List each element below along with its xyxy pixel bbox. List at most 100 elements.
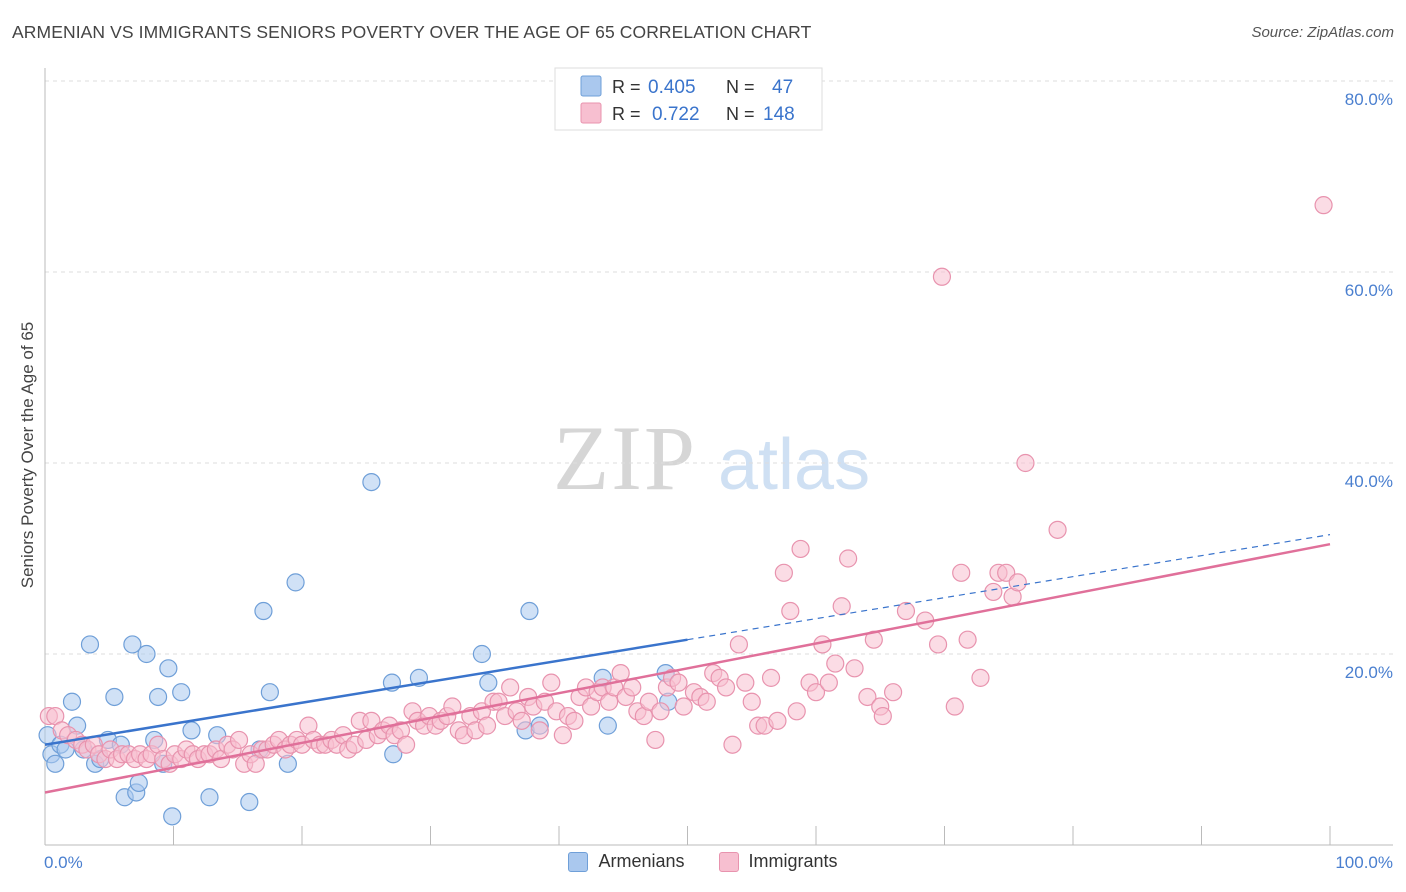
source-credit: Source: ZipAtlas.com — [1251, 24, 1394, 41]
armenians-point-24 — [172, 683, 191, 702]
armenians-point-2 — [46, 754, 65, 773]
armenians-point-31 — [260, 683, 279, 702]
armenians-point-25 — [182, 721, 201, 740]
immigrants-point-131 — [819, 673, 838, 692]
series-legend: Armenians Immigrants — [0, 851, 1406, 872]
immigrants-point-108 — [669, 673, 688, 692]
chart-title: ARMENIAN VS IMMIGRANTS SENIORS POVERTY O… — [12, 22, 812, 42]
trend-line-armenians — [44, 638, 688, 746]
armenians-point-18 — [137, 644, 156, 664]
y-tick-label-80: 80.0% — [1345, 90, 1393, 109]
immigrants-point-145 — [945, 697, 964, 716]
armenians-point-17 — [129, 773, 148, 793]
legend-label-immigrants: Immigrants — [748, 851, 838, 871]
immigrants-point-117 — [729, 635, 749, 654]
armenians-point-23 — [163, 807, 182, 826]
legend-item-immigrants[interactable]: Immigrants — [718, 851, 838, 872]
legend-n-label-immigrants: N = — [726, 104, 755, 124]
immigrants-point-122 — [761, 668, 781, 687]
armenians-point-41 — [520, 601, 539, 621]
immigrants-points — [39, 196, 1333, 773]
immigrants-point-143 — [928, 635, 948, 654]
immigrants-point-61 — [396, 735, 416, 754]
immigrants-point-105 — [651, 702, 670, 721]
legend-label-armenians: Armenians — [598, 851, 685, 871]
legend-r-label-immigrants: R = — [612, 104, 641, 124]
immigrants-point-148 — [971, 668, 990, 687]
immigrants-point-90 — [565, 711, 584, 730]
legend-r-label-armenians: R = — [612, 77, 641, 97]
armenians-point-22 — [159, 659, 178, 678]
armenians-point-30 — [254, 601, 273, 621]
legend-swatch-immigrants — [580, 102, 602, 124]
immigrants-point-146 — [952, 563, 971, 582]
x-tick-label-min: 0.0% — [44, 853, 83, 872]
immigrants-point-119 — [742, 692, 761, 711]
immigrants-point-156 — [1314, 196, 1333, 215]
trend-lines — [44, 534, 1331, 794]
trend-line-immigrants — [44, 542, 1331, 794]
immigrants-point-149 — [984, 582, 1003, 602]
immigrants-point-116 — [723, 735, 742, 754]
immigrants-point-32 — [229, 730, 249, 750]
y-tick-label-40: 40.0% — [1345, 472, 1393, 491]
immigrants-point-75 — [477, 716, 497, 735]
legend-item-armenians[interactable]: Armenians — [568, 851, 685, 872]
armenians-point-36 — [384, 745, 403, 764]
immigrants-point-144 — [932, 267, 952, 286]
x-ticks — [44, 826, 1331, 845]
immigrants-point-124 — [774, 563, 793, 582]
armenians-points — [38, 473, 678, 826]
legend-r-value-armenians: 0.405 — [648, 77, 696, 98]
immigrants-point-126 — [787, 702, 806, 721]
legend-n-value-immigrants: 148 — [763, 104, 795, 125]
y-tick-label-20: 20.0% — [1345, 663, 1393, 682]
immigrants-point-132 — [826, 654, 845, 673]
stats-legend: R = 0.405 N = 47 R = 0.722 N = 148 — [554, 67, 823, 131]
immigrants-point-79 — [501, 678, 520, 697]
immigrants-point-81 — [512, 711, 531, 730]
watermark-atlas: atlas — [718, 425, 870, 505]
immigrants-point-147 — [958, 630, 977, 649]
legend-swatch-immigrants — [718, 851, 739, 872]
armenians-point-8 — [80, 635, 100, 654]
armenians-point-33 — [286, 573, 305, 592]
immigrants-point-109 — [674, 697, 693, 716]
armenians-point-38 — [472, 644, 491, 664]
watermark-zip: ZIP — [553, 407, 697, 509]
y-tick-labels: 20.0% 40.0% 60.0% 80.0% — [1345, 90, 1393, 682]
y-tick-label-60: 60.0% — [1345, 281, 1393, 300]
immigrants-point-136 — [858, 687, 877, 707]
armenians-point-44 — [598, 716, 617, 735]
immigrants-point-125 — [781, 601, 800, 621]
immigrants-point-100 — [623, 678, 642, 697]
immigrants-point-141 — [896, 601, 916, 621]
immigrants-point-134 — [839, 549, 858, 568]
legend-swatch-armenians — [580, 75, 602, 97]
immigrants-point-155 — [1048, 520, 1067, 539]
immigrants-point-123 — [768, 711, 787, 730]
trend-line-armenians-extension — [687, 534, 1331, 641]
grid-lines — [45, 80, 1393, 655]
immigrants-point-115 — [716, 678, 736, 697]
immigrants-point-86 — [542, 673, 561, 692]
immigrants-point-154 — [1016, 453, 1035, 473]
immigrants-point-133 — [832, 597, 851, 616]
armenians-point-20 — [148, 687, 168, 707]
immigrants-point-135 — [845, 659, 864, 678]
armenians-point-39 — [479, 673, 498, 692]
legend-n-label-armenians: N = — [726, 77, 755, 97]
x-tick-label-max: 100.0% — [1335, 853, 1393, 872]
armenians-point-5 — [62, 692, 82, 711]
immigrants-point-127 — [791, 539, 810, 559]
immigrants-point-104 — [646, 730, 665, 750]
immigrants-point-140 — [883, 683, 903, 702]
armenians-point-15 — [123, 635, 142, 654]
immigrants-point-118 — [736, 673, 755, 692]
armenians-point-34 — [362, 473, 381, 492]
immigrants-point-112 — [697, 692, 716, 711]
immigrants-point-153 — [1008, 573, 1027, 592]
watermark: ZIP atlas — [553, 407, 870, 509]
immigrants-point-88 — [553, 726, 572, 745]
